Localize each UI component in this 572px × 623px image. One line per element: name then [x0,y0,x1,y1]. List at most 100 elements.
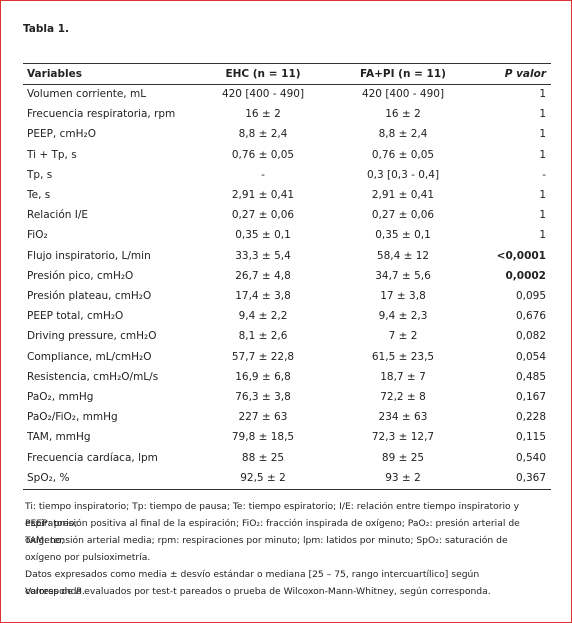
cell: 0,054 [515,350,546,363]
cell: 420 [400 - 490] [361,88,445,100]
cell: 34,7 ± 5,6 [375,269,431,282]
cell: 9,4 ± 2,3 [378,310,428,323]
row-label: Presión plateau, cmH₂O [27,290,152,302]
row-label: Resistencia, cmH₂O/mL/s [27,370,159,383]
cell: 0,540 [515,451,546,464]
row-label: Relación I/E [27,209,89,222]
row-label: PEEP total, cmH₂O [27,310,124,323]
cell: 227 ± 63 [238,411,288,424]
footnote: TAM: tensión arterial media; rpm: respir… [25,532,535,566]
cell: 72,2 ± 8 [380,391,426,403]
cell: 0,115 [515,431,546,444]
cell: 0,167 [515,391,546,403]
cell: 76,3 ± 3,8 [235,391,291,403]
cell: 0,76 ± 0,05 [371,148,435,161]
cell: 26,7 ± 4,8 [235,269,291,282]
cell: 1 [539,108,546,121]
cell: 58,4 ± 12 [376,249,430,262]
row-label: TAM, mmHg [27,431,91,444]
rule [23,63,551,64]
cell: 0,228 [515,411,546,424]
cell: 92,5 ± 2 [240,471,286,484]
cell: 79,8 ± 18,5 [231,431,295,444]
cell: 0,095 [515,290,546,302]
cell: 0,27 ± 0,06 [231,209,295,222]
title: Tabla 1. [23,23,70,35]
cell: 16 ± 2 [385,108,421,121]
rule [23,489,551,490]
row-label: PaO₂/FiO₂, mmHg [27,411,118,424]
cell: 18,7 ± 7 [380,370,426,383]
cell: 61,5 ± 23,5 [371,350,435,363]
cell: 57,7 ± 22,8 [231,350,295,363]
cell: 16,9 ± 6,8 [235,370,291,383]
cell: 420 [400 - 490] [221,88,305,100]
cell: 0,082 [515,330,546,343]
row-label: Presión pico, cmH₂O [27,269,134,282]
cell: 1 [539,229,546,242]
cell: 33,3 ± 5,4 [235,249,291,262]
row-label: FiO₂ [27,229,48,242]
cell: 17,4 ± 3,8 [235,290,291,302]
row-label: Flujo inspiratorio, L/min [27,249,151,262]
row-label: Frecuencia respiratoria, rpm [27,108,176,121]
cell: 8,8 ± 2,4 [378,128,428,141]
row-label: Frecuencia cardíaca, lpm [27,451,158,464]
cell: 89 ± 25 [381,451,425,464]
cell: 0,27 ± 0,06 [371,209,435,222]
cell: 7 ± 2 [388,330,418,343]
footnote-text: P [75,586,82,597]
column-header: EHC (n = 11) [225,68,301,80]
footnote: PEEP: presión positiva al final de la es… [25,515,535,549]
cell: 0,35 ± 0,1 [235,229,291,242]
cell: 1 [539,209,546,222]
cell: 88 ± 25 [241,451,285,464]
row-label: Compliance, mL/cmH₂O [27,350,152,363]
cell: 1 [539,128,546,141]
footnote: Datos expresados como media ± desvío est… [25,566,535,600]
footnote-text: TAM: tensión arterial media; rpm: respir… [25,535,508,563]
cell: 234 ± 63 [378,411,428,424]
footnote-text: evaluados por test-t pareados o prueba d… [81,586,491,597]
cell: 8,8 ± 2,4 [238,128,288,141]
column-header: P valor [504,68,546,80]
row-label: PEEP, cmH₂O [27,128,96,141]
cell: 2,91 ± 0,41 [231,189,295,201]
footnote-text: PEEP: presión positiva al final de la es… [25,518,520,546]
cell: 0,0002 [505,269,546,282]
cell: 1 [539,189,546,201]
cell: - [542,168,546,181]
cell: 0,76 ± 0,05 [231,148,295,161]
row-label: Volumen corriente, mL [27,88,147,100]
cell: 93 ± 2 [385,471,421,484]
footnote-text: Datos expresados como media ± desvío est… [25,569,480,597]
cell: 0,367 [515,471,546,484]
cell: 0,485 [515,370,546,383]
row-label: PaO₂, mmHg [27,391,94,403]
cell: <0,0001 [496,249,546,262]
footnote: Valores de P evaluados por test-t paread… [25,583,535,600]
row-label: Ti + Tp, s [27,148,77,161]
cell: 17 ± 3,8 [380,290,426,302]
cell: 0,35 ± 0,1 [375,229,431,242]
column-header: Variables [27,68,82,80]
footnote: Ti: tiempo inspiratorio; Tp: tiempo de p… [25,498,535,532]
row-label: Driving pressure, cmH₂O [27,330,157,343]
cell: 2,91 ± 0,41 [371,189,435,201]
cell: 16 ± 2 [245,108,281,121]
cell: 9,4 ± 2,2 [238,310,288,323]
cell: 1 [539,148,546,161]
footnote-text: Ti: tiempo inspiratorio; Tp: tiempo de p… [25,501,520,529]
row-label: Te, s [27,189,51,201]
cell: 0,676 [515,310,546,323]
cell: 0,3 [0,3 - 0,4] [366,168,440,181]
row-label: SpO₂, % [27,471,70,484]
cell: - [261,168,265,181]
column-header: FA+PI (n = 11) [360,68,446,80]
cell: 1 [539,88,546,100]
cell: 72,3 ± 12,7 [371,431,435,444]
row-label: Tp, s [27,168,53,181]
footnote-text: Valores de [25,586,76,597]
cell: 8,1 ± 2,6 [238,330,288,343]
